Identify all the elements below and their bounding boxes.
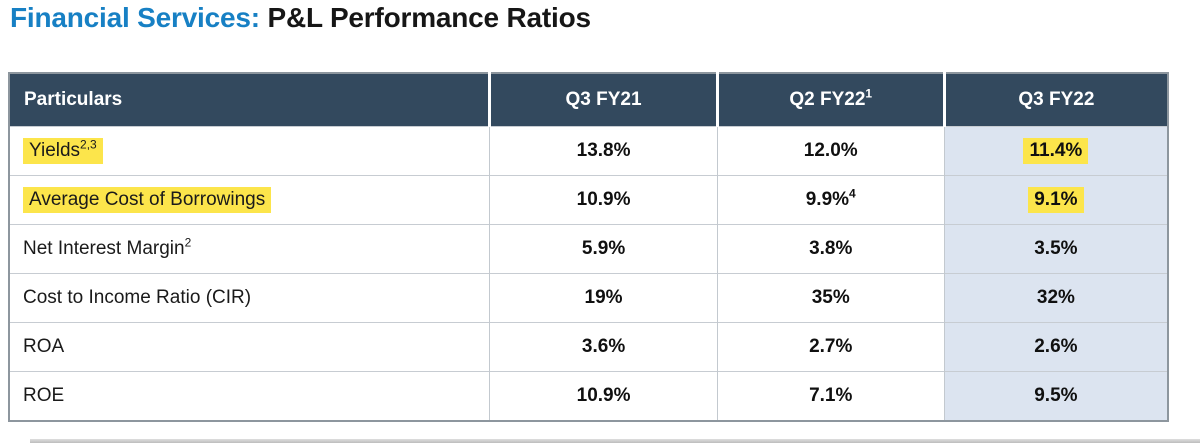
row-label: ROE xyxy=(23,385,65,406)
row-label-cell: Cost to Income Ratio (CIR) xyxy=(9,273,491,323)
footnote-marker: 4 xyxy=(849,186,856,201)
column-header-q3-fy22: Q3 FY22 xyxy=(944,73,1168,127)
table-row-roe: ROE 10.9% 7.1% 9.5% xyxy=(9,371,1168,421)
value: 32% xyxy=(1036,287,1075,308)
row-label-highlighted: Yields2,3 xyxy=(23,138,103,164)
row-label-highlighted: Average Cost of Borrowings xyxy=(23,187,272,213)
value-cell-q3-fy22: 9.1% xyxy=(943,175,1168,225)
title-prefix: Financial Services: xyxy=(10,2,268,33)
table-row-average-cost-of-borrowings: Average Cost of Borrowings 10.9% 9.9%4 9.1% xyxy=(9,175,1168,225)
value-cell-q3-fy22: 9.5% xyxy=(943,371,1168,421)
table-header-row: Particulars Q3 FY21 Q2 FY221 Q3 FY22 xyxy=(9,73,1168,127)
table-row-roa: ROA 3.6% 2.7% 2.6% xyxy=(9,322,1168,372)
value-cell-q3-fy22: 2.6% xyxy=(943,322,1168,372)
value-cell-q3-fy21: 13.8% xyxy=(489,126,718,176)
column-header-q2-fy22: Q2 FY221 xyxy=(717,73,946,127)
row-label: Net Interest Margin2 xyxy=(23,235,192,259)
value-cell-q2-fy22: 35% xyxy=(717,273,945,323)
footnote-marker: 2 xyxy=(184,235,192,250)
value: 10.9% xyxy=(576,385,631,406)
value-cell-q2-fy22: 9.9%4 xyxy=(717,175,945,225)
bottom-edge-shadow xyxy=(30,439,1200,443)
footnote-marker: 2,3 xyxy=(80,137,97,152)
value-cell-q3-fy21: 10.9% xyxy=(489,175,718,225)
row-label: Cost to Income Ratio (CIR) xyxy=(23,287,252,308)
value: 10.9% xyxy=(576,189,631,210)
row-label-cell: ROE xyxy=(9,371,491,421)
value: 7.1% xyxy=(809,385,853,406)
value: 3.5% xyxy=(1034,238,1078,259)
row-label: ROA xyxy=(23,336,65,357)
column-header-q3-fy21: Q3 FY21 xyxy=(489,73,719,127)
value-cell-q3-fy21: 3.6% xyxy=(489,322,718,372)
value-cell-q3-fy22: 3.5% xyxy=(943,224,1168,274)
row-label-cell: Average Cost of Borrowings xyxy=(9,175,491,225)
value-cell-q2-fy22: 2.7% xyxy=(717,322,945,372)
title-main: P&L Performance Ratios xyxy=(267,2,591,33)
value-cell-q3-fy21: 5.9% xyxy=(489,224,718,274)
value-cell-q3-fy22: 11.4% xyxy=(943,126,1168,176)
column-header-label: Q3 FY21 xyxy=(565,89,642,110)
value-cell-q2-fy22: 12.0% xyxy=(717,126,945,176)
table-row-cost-to-income-ratio-cir: Cost to Income Ratio (CIR) 19% 35% 32% xyxy=(9,273,1168,323)
row-label-cell: ROA xyxy=(9,322,491,372)
column-header-label: Q2 FY22 xyxy=(789,89,866,110)
value-cell-q3-fy21: 10.9% xyxy=(489,371,718,421)
row-label-cell: Yields2,3 xyxy=(9,126,491,176)
row-label-cell: Net Interest Margin2 xyxy=(9,224,491,274)
table-row-yields: Yields2,3 13.8% 12.0% 11.4% xyxy=(9,126,1168,176)
value-cell-q3-fy21: 19% xyxy=(489,273,718,323)
value: 2.6% xyxy=(1034,336,1078,357)
ratios-table: Particulars Q3 FY21 Q2 FY221 Q3 FY22 Yields… xyxy=(8,72,1169,422)
footnote-marker: 1 xyxy=(865,86,873,101)
value-cell-q2-fy22: 3.8% xyxy=(717,224,945,274)
value: 9.5% xyxy=(1034,385,1078,406)
value-cell-q3-fy22: 32% xyxy=(943,273,1168,323)
value: 3.6% xyxy=(581,336,626,357)
value: 35% xyxy=(811,287,850,308)
value: 13.8% xyxy=(576,140,631,161)
column-header-label: Q3 FY22 xyxy=(1018,89,1095,110)
value-cell-q2-fy22: 7.1% xyxy=(717,371,945,421)
value-highlighted: 9.1% xyxy=(1028,187,1084,213)
page-title: Financial Services: P&L Performance Rati… xyxy=(10,2,591,34)
value-highlighted: 11.4% xyxy=(1023,138,1089,164)
value: 3.8% xyxy=(809,238,853,259)
column-header-particulars: Particulars xyxy=(9,73,492,127)
value: 12.0% xyxy=(803,140,858,161)
table-row-net-interest-margin: Net Interest Margin2 5.9% 3.8% 3.5% xyxy=(9,224,1168,274)
value: 9.9%4 xyxy=(805,186,856,210)
value: 2.7% xyxy=(809,336,853,357)
value: 5.9% xyxy=(581,238,626,259)
column-header-label: Particulars xyxy=(24,89,123,110)
value: 19% xyxy=(584,287,623,308)
